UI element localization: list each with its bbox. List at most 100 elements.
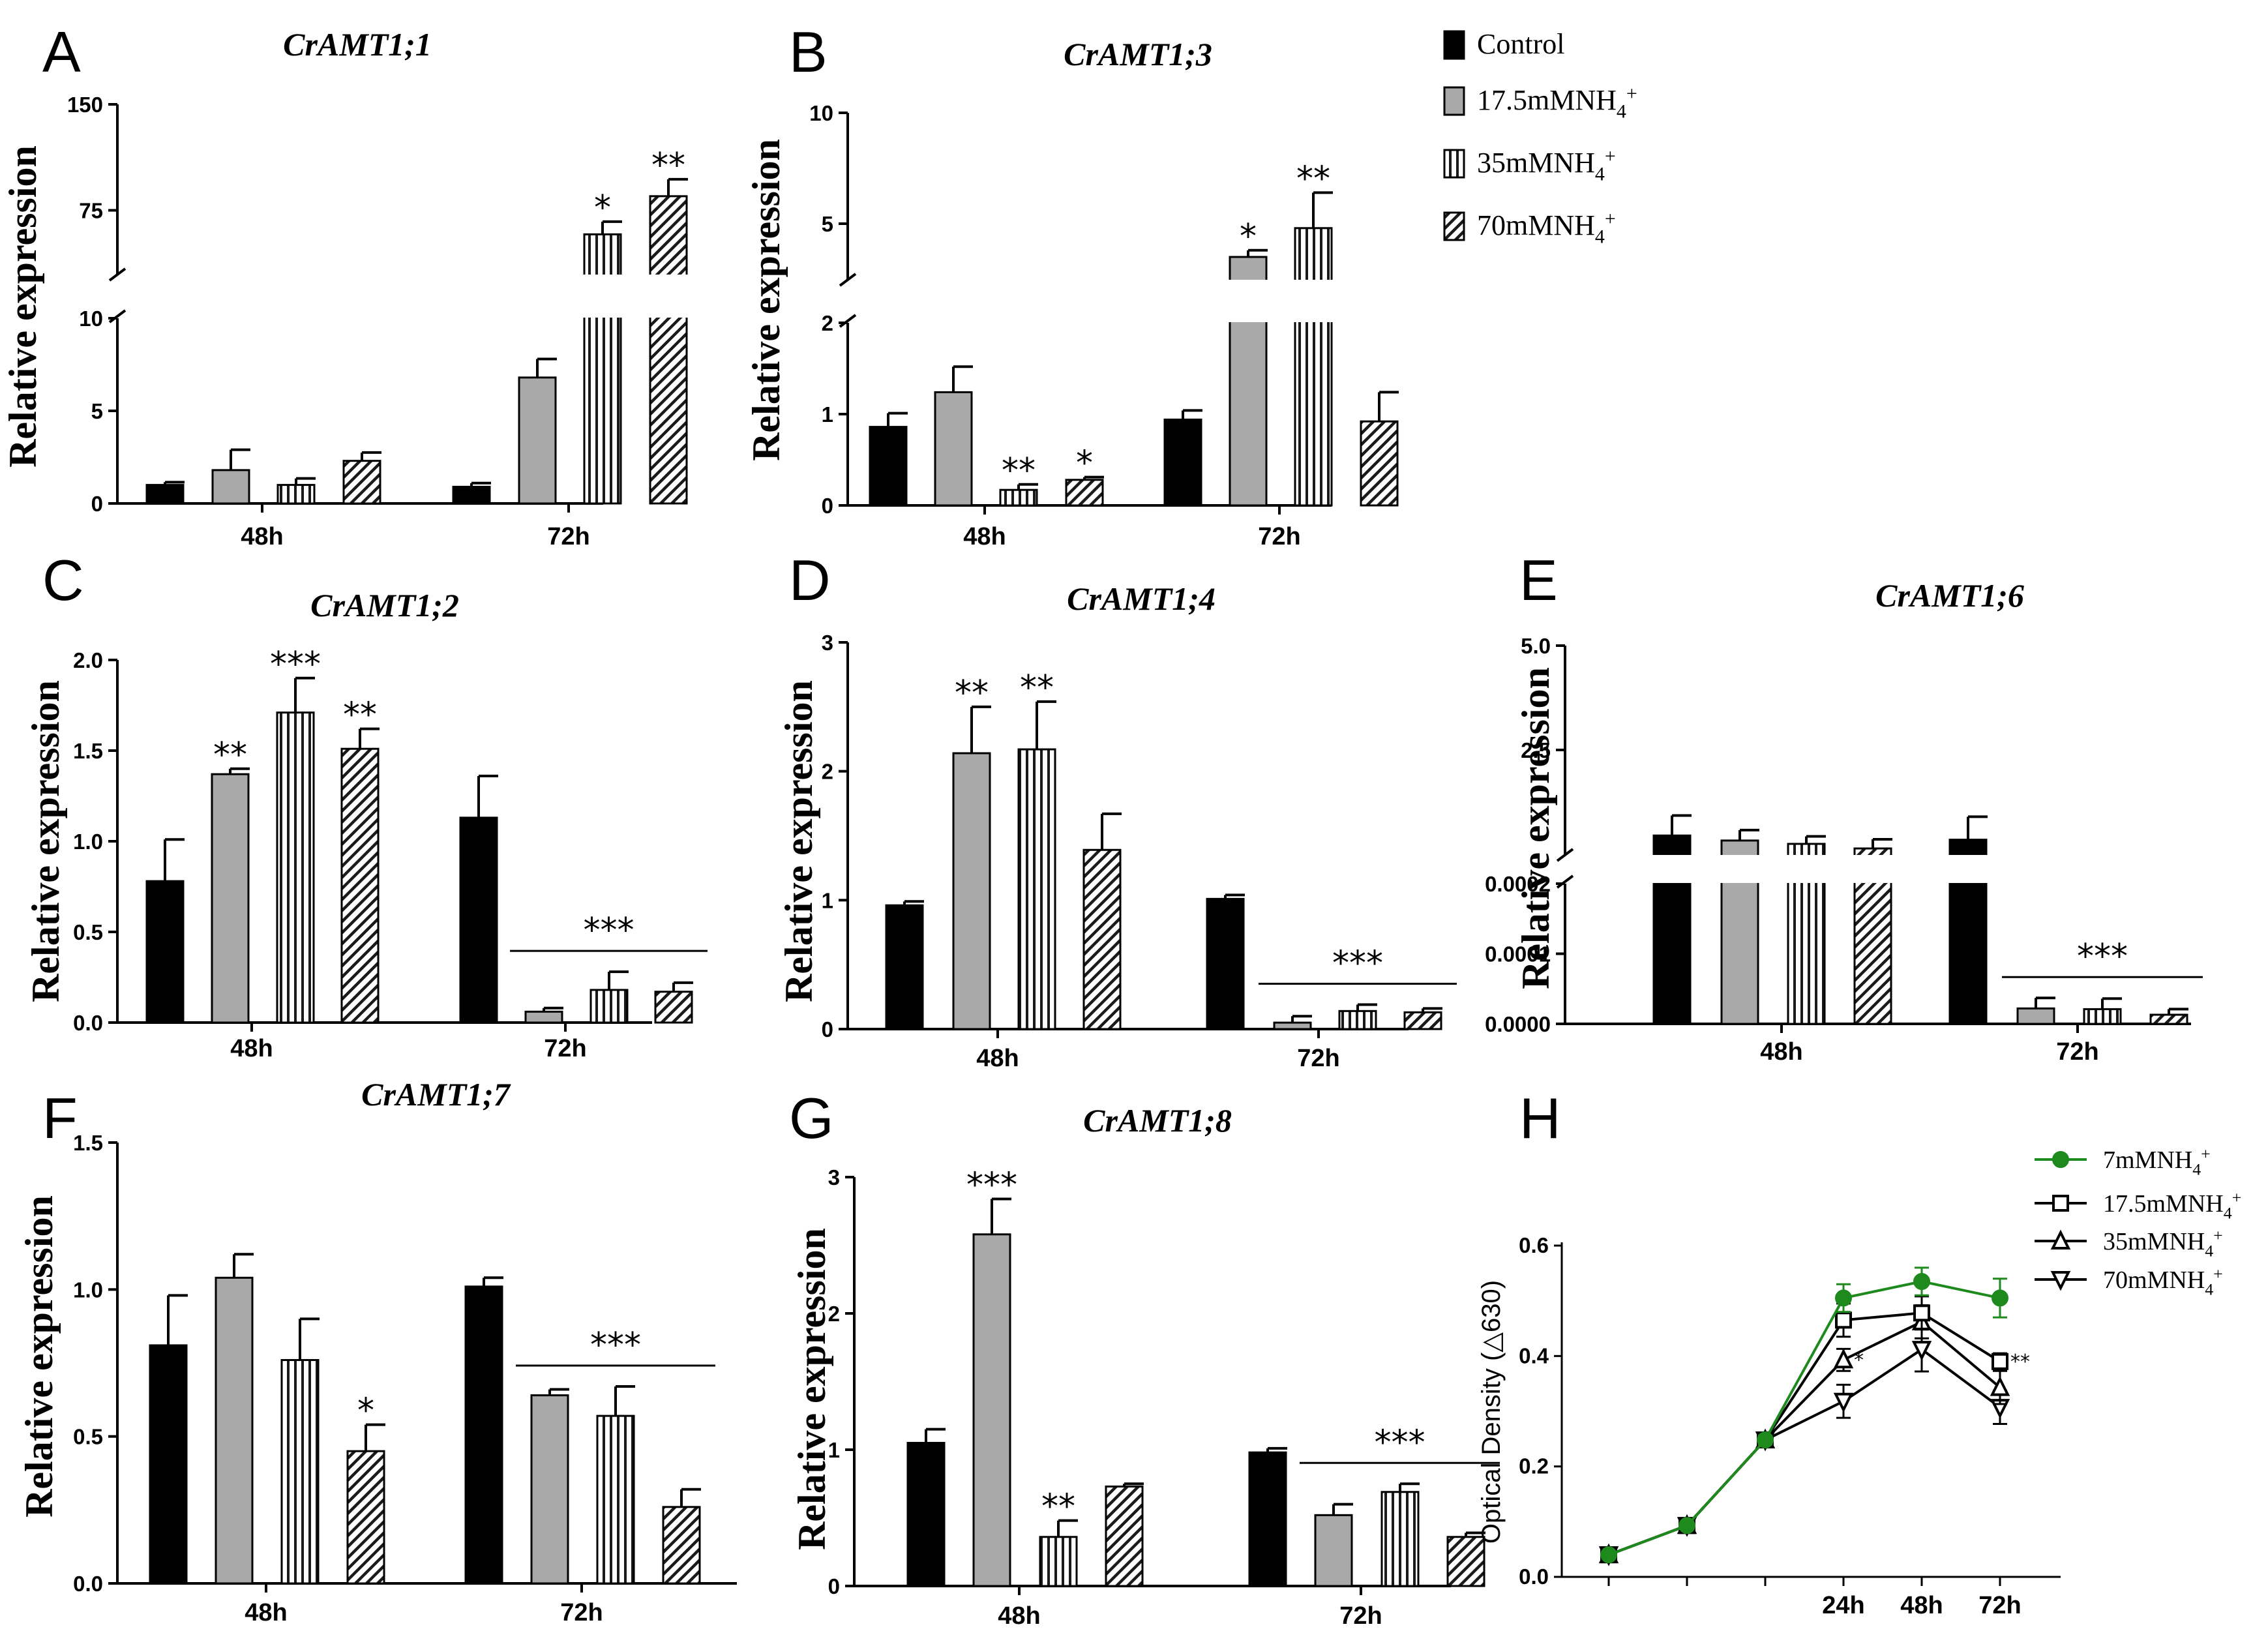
y-tick-label: 0.5: [73, 920, 103, 944]
bar-48h-2: [276, 484, 316, 505]
bar-72h-2: [1380, 1491, 1420, 1587]
bar-72h-3: [649, 195, 688, 505]
data-point: [2050, 1271, 2071, 1291]
significance-label: ***: [966, 1165, 1017, 1205]
data-point: [2052, 1151, 2069, 1168]
bar-48h-0: [869, 426, 908, 507]
x-tick-label: 48h: [976, 1045, 1019, 1072]
bar-48h-2: [999, 488, 1038, 507]
bar-72h-2: [596, 1414, 635, 1585]
bar-break-gap: [1719, 855, 1761, 883]
bar-48h-1: [211, 773, 250, 1024]
series-35mMNH4+: [1598, 1304, 2010, 1564]
y-tick-label: 0.0001: [1485, 942, 1551, 966]
legend: Control 17.5mMNH4+ 35mMNH4+ 70mMNH4+: [1443, 28, 1637, 247]
bar-72h-3: [1360, 420, 1399, 507]
y-tick-label: 1: [822, 888, 833, 912]
bar-72h-3: [2149, 1013, 2188, 1025]
y-tick-label: 1: [822, 402, 833, 426]
legend-swatch: [1443, 149, 1465, 179]
y-axis-label: Relative expression: [18, 1195, 61, 1518]
y-tick-label: 75: [79, 199, 103, 223]
bar-48h-0: [145, 484, 185, 505]
significance-label: *: [357, 1392, 374, 1431]
data-point: [2052, 1195, 2069, 1212]
bar-48h-2: [1017, 748, 1056, 1030]
significance-label: **: [2010, 1351, 2030, 1373]
y-tick-label: 3: [822, 631, 833, 655]
bar-break-gap: [1852, 855, 1894, 883]
significance-label: **: [955, 674, 989, 713]
bar-break-gap: [1292, 280, 1334, 322]
panel-B: B CrAMT1;3 Relative expression 0 1 2 5 10 48h 72h…: [745, 20, 1399, 550]
bar-48h-3: [346, 1450, 385, 1585]
axis-break-mark: [1556, 875, 1574, 889]
significance-label: ***: [590, 1326, 641, 1365]
significance-label: ***: [1332, 944, 1383, 983]
data-point: [1679, 1517, 1695, 1534]
legend-label: 7mMNH4+: [2103, 1145, 2211, 1179]
bar-48h-2: [1039, 1536, 1078, 1587]
bar-72h-2: [2083, 1008, 2122, 1025]
y-tick-label: 1: [828, 1438, 840, 1462]
bar-72h-3: [662, 1506, 701, 1585]
y-tick-label: 0.6: [1519, 1233, 1549, 1257]
bar-48h-3: [1082, 848, 1122, 1030]
y-axis-label: Relative expression: [1, 145, 44, 468]
y-tick-label: 0.0: [73, 1011, 103, 1035]
data-point: [1992, 1289, 2008, 1307]
series-line: [1608, 1320, 2001, 1557]
data-point: [1833, 1348, 1854, 1369]
y-tick-label: 2: [822, 760, 833, 784]
bar-48h-1: [215, 1276, 254, 1585]
y-tick-label: 0.0: [73, 1572, 103, 1596]
significance-label: *: [1854, 1349, 1864, 1371]
significance-label: *: [594, 188, 611, 228]
y-tick-label: 1.0: [73, 1278, 103, 1302]
x-tick-label: 72h: [560, 1599, 603, 1626]
legend-label: 70mMNH4+: [2103, 1264, 2223, 1299]
data-point: [1992, 1353, 2008, 1370]
series-70mMNH4+: [1598, 1326, 2010, 1566]
y-axis-label: Optical Density (△630): [1477, 1280, 1506, 1544]
chart-title: CrAMT1;6: [1875, 577, 2024, 614]
y-tick-label: 0.0000: [1485, 1012, 1551, 1036]
y-tick-label: 10: [809, 101, 833, 125]
bar-break-gap: [1947, 855, 1989, 883]
data-point: [1835, 1311, 1852, 1329]
data-point: [1835, 1289, 1852, 1307]
bar-72h-1: [524, 1010, 563, 1024]
bar-72h-2: [1338, 1010, 1377, 1030]
panel-E: E CrAMT1;6 Relative expression 0.0000 0.0001…: [1485, 548, 2203, 1066]
bar-48h-1: [972, 1233, 1011, 1587]
chart-title: CrAMT1;2: [310, 587, 459, 623]
bar-48h-3: [340, 747, 380, 1024]
series-line: [1608, 1311, 2001, 1557]
panel-label: D: [789, 548, 831, 612]
panel-F: F CrAMT1;7 Relative expression 0.0 0.5 1.0 1.5…: [18, 1076, 737, 1626]
bar-72h-1: [2016, 1007, 2055, 1025]
panel-label: F: [42, 1086, 78, 1150]
y-tick-label: 0.0: [1519, 1564, 1549, 1589]
x-tick-label: 72h: [1297, 1045, 1339, 1072]
bar-72h-3: [1403, 1011, 1442, 1030]
y-axis-label: Relative expression: [790, 1228, 833, 1550]
legend-swatch: [1443, 30, 1465, 60]
significance-label: ***: [584, 911, 634, 950]
legend-label: Control: [1477, 28, 1564, 60]
y-tick-label: 0.2: [1519, 1454, 1549, 1478]
y-tick-label: 0.5: [73, 1425, 103, 1449]
bar-break-gap: [648, 275, 689, 318]
significance-label: **: [651, 146, 685, 185]
axis-break-mark: [1556, 848, 1574, 862]
bar-72h-1: [518, 376, 557, 505]
y-tick-label: 1.5: [73, 1131, 103, 1155]
y-axis-label: Relative expression: [745, 139, 788, 461]
x-tick-label: 48h: [230, 1035, 273, 1062]
y-tick-label: 10: [79, 307, 103, 331]
panel-label: C: [42, 548, 84, 612]
y-tick-label: 5: [91, 399, 103, 423]
bar-72h-1: [530, 1394, 569, 1585]
